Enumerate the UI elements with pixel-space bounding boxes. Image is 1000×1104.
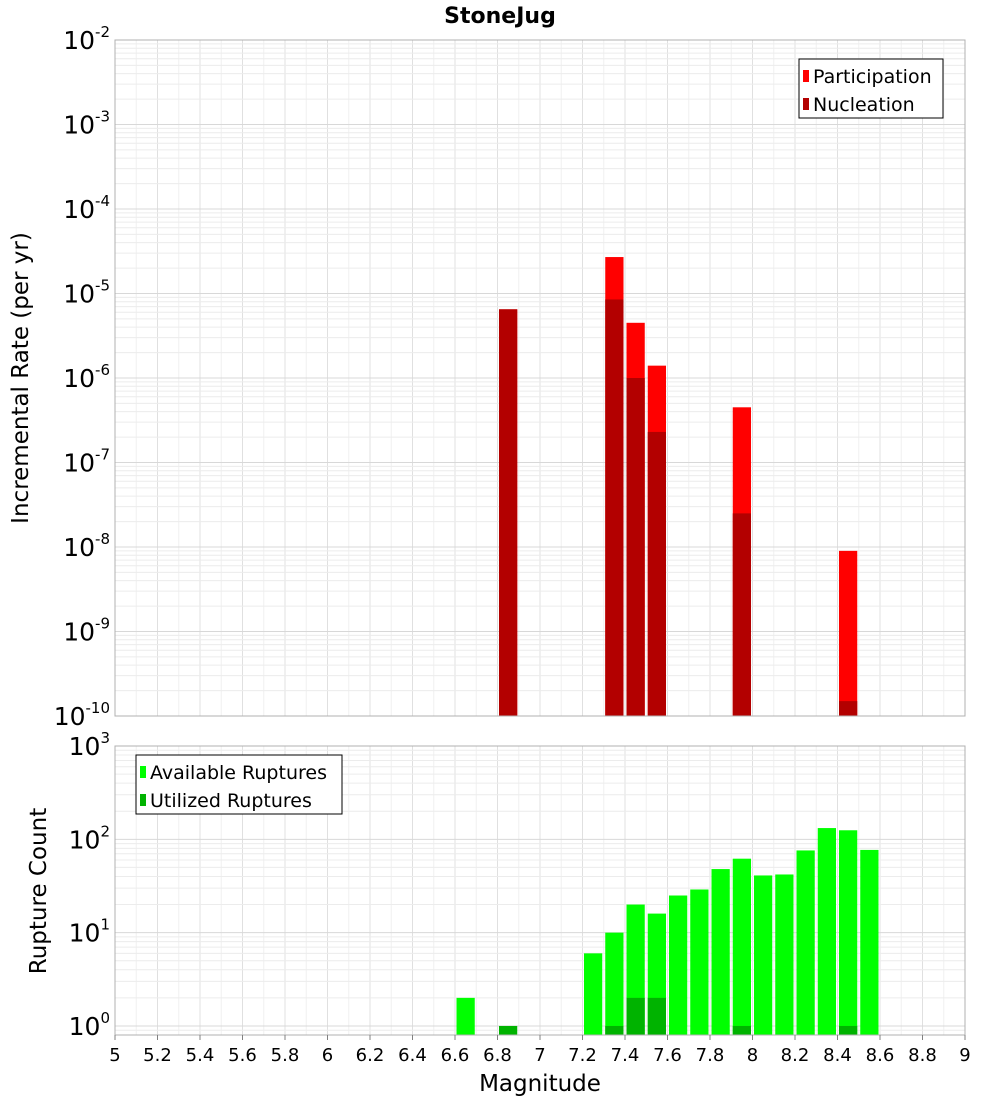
bottom-y-axis-label: Rupture Count <box>26 808 52 974</box>
bar-nucleation <box>732 513 751 716</box>
bar-available-ruptures <box>584 953 603 1035</box>
bar-available-ruptures <box>669 895 688 1035</box>
bar-available-ruptures <box>456 997 475 1035</box>
bar-nucleation <box>839 701 858 716</box>
bar-participation <box>839 550 858 716</box>
bar-nucleation <box>605 299 624 716</box>
bar-nucleation <box>499 309 518 716</box>
bar-available-ruptures <box>690 889 709 1035</box>
participation-nucleation-panel: 10-10 10-9 10-8 10-7 10-6 10-5 10-4 10-3 10-2 In… <box>8 23 966 731</box>
x-tick-label: 5.2 <box>143 1045 172 1066</box>
y-tick-label: 103 <box>69 729 110 761</box>
x-tick-label: 8 <box>747 1045 758 1066</box>
x-axis-label: Magnitude <box>479 1071 601 1097</box>
y-tick-label: 10-8 <box>63 530 110 562</box>
y-tick-label: 10-4 <box>63 192 110 224</box>
legend-label: Participation <box>813 66 932 88</box>
bar-utilized-ruptures <box>647 997 666 1035</box>
x-tick-label: 7 <box>534 1045 545 1066</box>
bar-utilized-ruptures <box>732 1025 751 1035</box>
y-tick-label: 10-9 <box>63 615 110 647</box>
x-tick-label: 6.6 <box>441 1045 470 1066</box>
legend-label: Available Ruptures <box>150 762 327 784</box>
legend-label: Nucleation <box>813 94 915 116</box>
top-y-ticks: 10-10 10-9 10-8 10-7 10-6 10-5 10-4 10-3 10-2 <box>54 23 110 731</box>
y-tick-label: 10-7 <box>63 446 110 478</box>
bar-available-ruptures <box>605 932 624 1035</box>
y-tick-label: 10-6 <box>63 361 110 393</box>
x-tick-label: 7.6 <box>653 1045 682 1066</box>
bar-utilized-ruptures <box>499 1025 518 1035</box>
top-legend: Participation Nucleation <box>798 58 944 119</box>
top-bars <box>499 257 858 716</box>
y-tick-label: 10-10 <box>54 699 110 731</box>
y-tick-label: 101 <box>69 916 110 948</box>
top-plot-frame <box>114 39 966 717</box>
bar-available-ruptures <box>732 858 751 1035</box>
x-tick-label: 5.8 <box>271 1045 300 1066</box>
x-tick-label: 8.6 <box>866 1045 895 1066</box>
bar-available-ruptures <box>817 828 836 1035</box>
x-tick-label: 8.8 <box>908 1045 937 1066</box>
legend-swatch <box>803 70 809 82</box>
x-tick-label: 6.8 <box>483 1045 512 1066</box>
bar-utilized-ruptures <box>605 1025 624 1035</box>
bottom-bars <box>456 828 879 1035</box>
x-tick-label: 7.8 <box>696 1045 725 1066</box>
legend-box <box>798 58 944 119</box>
x-tick-label: 6.4 <box>398 1045 427 1066</box>
bar-available-ruptures <box>839 830 858 1035</box>
legend-swatch <box>140 766 146 778</box>
bottom-y-ticks: 100 101 102 103 <box>69 729 110 1041</box>
y-tick-label: 102 <box>69 822 110 854</box>
y-tick-label: 10-5 <box>63 277 110 309</box>
legend-label: Utilized Ruptures <box>150 790 312 812</box>
bar-available-ruptures <box>796 850 815 1035</box>
y-tick-label: 100 <box>69 1009 110 1041</box>
y-tick-label: 10-2 <box>63 23 110 55</box>
legend-swatch <box>803 98 809 110</box>
bar-available-ruptures <box>754 875 773 1035</box>
bar-available-ruptures <box>711 869 730 1035</box>
x-tick-label: 8.4 <box>823 1045 852 1066</box>
x-tick-label: 7.4 <box>611 1045 640 1066</box>
bar-available-ruptures <box>860 849 879 1035</box>
legend-box <box>135 754 343 815</box>
x-tick-label: 9 <box>959 1045 970 1066</box>
bottom-legend: Available Ruptures Utilized Ruptures <box>135 754 343 815</box>
bar-nucleation <box>626 378 645 716</box>
chart-title: StoneJug <box>444 4 556 29</box>
bar-nucleation <box>647 431 666 716</box>
bar-utilized-ruptures <box>839 1025 858 1035</box>
bar-utilized-ruptures <box>626 997 645 1035</box>
x-tick-label: 6.2 <box>356 1045 385 1066</box>
legend-swatch <box>140 794 146 806</box>
top-y-axis-label: Incremental Rate (per yr) <box>8 232 34 524</box>
x-tick-label: 7.2 <box>568 1045 597 1066</box>
x-tick-label: 6 <box>322 1045 333 1066</box>
bar-available-ruptures <box>775 874 794 1035</box>
x-tick-label: 5.6 <box>228 1045 257 1066</box>
rupture-count-panel: 100 101 102 103 5 5.2 5.4 5.6 5.8 6 6.2 6.4 6.6 6.8 7… <box>26 729 971 1097</box>
top-gridlines <box>114 40 966 717</box>
x-tick-label: 5.4 <box>186 1045 215 1066</box>
x-tick-label: 8.2 <box>781 1045 810 1066</box>
y-tick-label: 10-3 <box>63 108 110 140</box>
x-ticks: 5 5.2 5.4 5.6 5.8 6 6.2 6.4 6.6 6.8 7 7.2 7.4 7.6 7.8 8… <box>109 1035 971 1066</box>
x-tick-label: 5 <box>109 1045 120 1066</box>
